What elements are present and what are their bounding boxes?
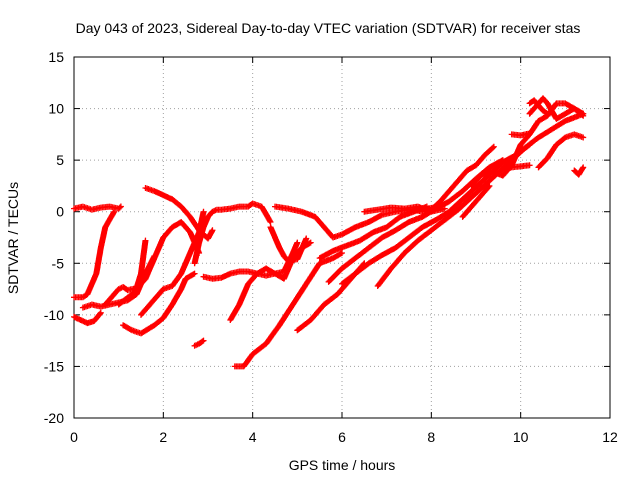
x-tick-label: 10 (513, 429, 529, 445)
series-arc24 (459, 182, 493, 220)
series-arc2 (71, 208, 118, 301)
data-point-markers (499, 162, 533, 174)
x-tick-label: 4 (249, 429, 257, 445)
tick-layer: 0 2 4 6 8 10 12 -20 -15 -10 -5 0 5 10 15 (44, 49, 618, 445)
data-point-markers (138, 208, 207, 318)
series-arc3 (71, 309, 104, 327)
data-point-markers (374, 110, 587, 289)
x-tick-label: 8 (427, 429, 435, 445)
y-tick-label: -10 (44, 307, 64, 323)
y-axis-label: SDTVAR / TECUs (5, 182, 21, 294)
y-tick-label: 10 (48, 101, 64, 117)
series-arc28 (526, 97, 551, 117)
data-point-markers (459, 182, 493, 220)
y-tick-label: -20 (44, 410, 64, 426)
points-layer (71, 95, 587, 370)
data-point-markers (120, 270, 198, 337)
series-arc20 (339, 141, 533, 287)
grid-layer (74, 57, 610, 418)
x-tick-label: 12 (602, 429, 618, 445)
series-arc31 (571, 164, 587, 178)
data-point-markers (191, 200, 274, 267)
series-arc6 (120, 270, 198, 337)
series-arc9 (115, 219, 203, 308)
data-point-markers (115, 219, 203, 308)
series-arc1 (71, 203, 124, 213)
series-arc10 (191, 200, 274, 267)
data-point-markers (71, 309, 104, 327)
x-tick-label: 2 (159, 429, 167, 445)
data-point-markers (227, 239, 314, 323)
data-point-markers (526, 97, 551, 117)
data-point-markers (535, 131, 587, 171)
data-point-markers (71, 203, 124, 213)
x-tick-label: 6 (338, 429, 346, 445)
data-point-markers (508, 130, 533, 139)
series-arc11 (191, 337, 207, 349)
y-tick-label: -5 (52, 255, 65, 271)
series-arc30 (535, 131, 587, 171)
data-point-markers (231, 249, 345, 370)
series-arc21 (374, 110, 587, 289)
series-arc14 (227, 239, 314, 323)
x-axis-label: GPS time / hours (289, 457, 396, 473)
series-arc26 (508, 130, 533, 139)
data-point-markers (191, 337, 207, 349)
y-tick-label: -15 (44, 358, 64, 374)
y-tick-label: 5 (56, 152, 64, 168)
series-arc8 (138, 208, 207, 318)
x-tick-label: 0 (70, 429, 78, 445)
data-point-markers (571, 164, 587, 178)
series-arc29 (499, 162, 533, 174)
data-point-markers (339, 141, 533, 287)
y-tick-label: 15 (48, 49, 64, 65)
y-tick-label: 0 (56, 204, 64, 220)
data-point-markers (410, 143, 497, 215)
data-point-markers (71, 208, 118, 301)
series-arc23 (410, 143, 497, 215)
chart-title: Day 043 of 2023, Sidereal Day-to-day VTE… (76, 20, 581, 36)
series-arc15 (231, 249, 345, 370)
